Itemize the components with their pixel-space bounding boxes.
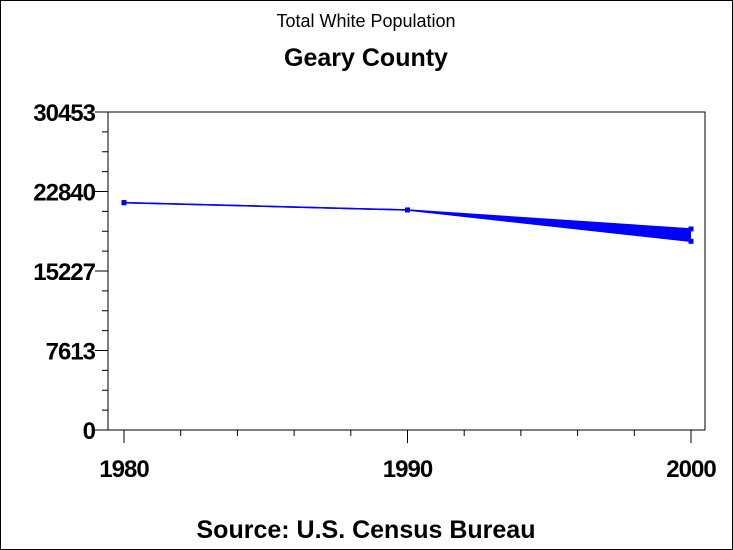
x-tick-label: 1980 — [99, 456, 149, 483]
y-tick-label: 30453 — [33, 100, 95, 127]
data-point — [405, 207, 410, 213]
y-tick-label: 7613 — [46, 339, 96, 366]
chart-title: Total White Population — [276, 11, 455, 31]
x-tick-label: 2000 — [666, 456, 716, 483]
x-tick-label: 1990 — [383, 456, 433, 483]
chart-footnote: Source: U.S. Census Bureau — [197, 516, 536, 544]
y-tick-label: 0 — [83, 418, 96, 445]
data-point — [688, 238, 694, 244]
plot-area — [107, 111, 706, 431]
chart-subtitle: Geary County — [284, 44, 448, 72]
data-point — [121, 200, 127, 206]
y-tick-label: 15227 — [33, 259, 95, 286]
data-point — [688, 226, 694, 232]
y-tick-label: 22840 — [33, 179, 95, 206]
